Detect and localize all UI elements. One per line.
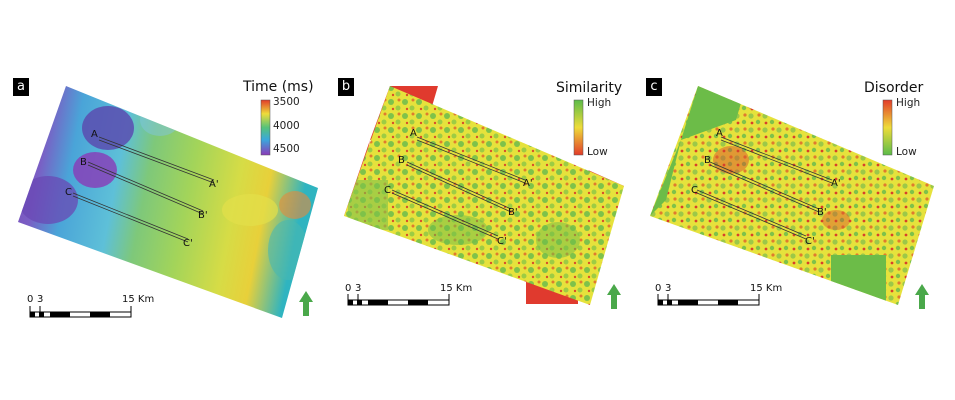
scale-label-3-c: 3 — [665, 283, 672, 294]
profile-label-a-end: A' — [209, 179, 219, 190]
profile-label-c-end: C' — [183, 238, 193, 249]
scale-bar-b — [347, 294, 450, 306]
legend-tick-high-b: High — [587, 97, 612, 109]
profile-label-b-end-c: B' — [817, 207, 827, 218]
legend-tick-4500: 4500 — [273, 143, 300, 155]
profile-label-c-end-c: C' — [805, 236, 815, 247]
profile-label-b-start-b: B — [398, 155, 405, 166]
time-map-a: A A' B B' C C' — [18, 86, 318, 318]
profile-label-c-start: C — [65, 187, 72, 198]
panel-b: b — [318, 0, 636, 400]
disorder-map-c: A A' B B' C C' — [650, 86, 934, 309]
scale-label-0: 0 — [27, 294, 34, 305]
panel-a: a — [0, 0, 318, 400]
profile-label-b-end-b: B' — [508, 207, 518, 218]
profile-label-c-start-b: C — [384, 185, 391, 196]
scale-bar-c — [657, 294, 760, 306]
legend-title-a: Time (ms) — [243, 79, 314, 95]
panel-label-b: b — [338, 78, 354, 96]
scale-label-3-b: 3 — [355, 283, 362, 294]
profile-label-a-start-c: A — [716, 128, 723, 139]
scale-label-0-b: 0 — [345, 283, 352, 294]
profile-label-a-start: A — [91, 129, 98, 140]
scale-label-0-c: 0 — [655, 283, 662, 294]
north-arrow-icon — [299, 291, 313, 316]
profile-label-a-end-b: A' — [523, 178, 533, 189]
scale-label-15km: 15 Km — [122, 294, 155, 305]
legend-tick-low-b: Low — [587, 146, 608, 158]
profile-label-a-end-c: A' — [831, 178, 841, 189]
scale-label-3: 3 — [37, 294, 44, 305]
profile-lines-c — [696, 136, 833, 240]
legend-tick-3500: 3500 — [273, 96, 300, 108]
scale-label-15km-c: 15 Km — [750, 283, 783, 294]
similarity-map-b: A A' B B' C C' — [344, 86, 624, 309]
profile-label-b-start-c: B — [704, 155, 711, 166]
legend-tick-low-c: Low — [896, 146, 917, 158]
north-arrow-icon-b — [607, 284, 621, 309]
profile-label-c-end-b: C' — [497, 236, 507, 247]
panel-c: c A — [636, 0, 954, 400]
legend-title-c: Disorder — [864, 80, 924, 96]
scale-bar-a — [29, 306, 132, 318]
legend-tick-4000: 4000 — [273, 120, 300, 132]
profile-label-c-start-c: C — [691, 185, 698, 196]
colorbar-c — [882, 99, 893, 156]
colorbar-b — [573, 99, 584, 156]
profile-label-b-start: B — [80, 157, 87, 168]
scale-label-15km-b: 15 Km — [440, 283, 473, 294]
legend-tick-high-c: High — [896, 97, 921, 109]
panel-label-c: c — [646, 78, 662, 96]
profile-lines-a — [72, 136, 215, 243]
profile-label-a-start-b: A — [410, 128, 417, 139]
map-area-c — [650, 86, 934, 305]
profile-label-b-end: B' — [198, 210, 208, 221]
north-arrow-icon-c — [915, 284, 929, 309]
panel-label-a: a — [13, 78, 29, 96]
colorbar-a — [260, 99, 271, 156]
profile-lines-b — [391, 136, 526, 240]
legend-title-b: Similarity — [556, 80, 623, 96]
